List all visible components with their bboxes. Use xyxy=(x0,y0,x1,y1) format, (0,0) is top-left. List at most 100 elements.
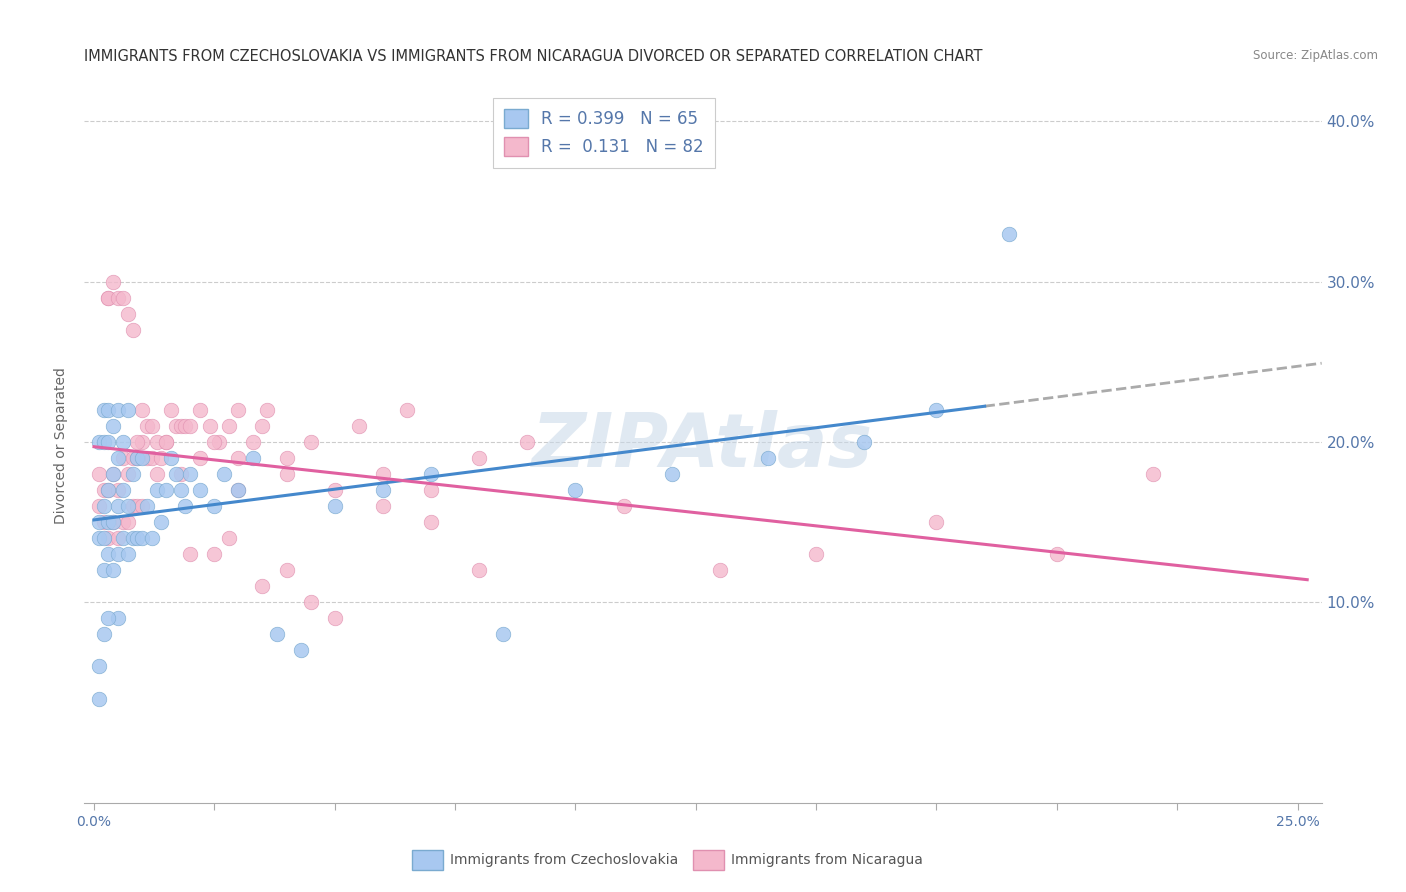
Point xyxy=(141,450,163,465)
Point xyxy=(121,499,143,513)
Point xyxy=(492,627,515,641)
Point xyxy=(290,643,312,657)
Point xyxy=(925,403,948,417)
Point xyxy=(131,531,153,545)
Point xyxy=(131,435,153,450)
Point xyxy=(179,547,201,561)
Point xyxy=(661,467,683,481)
Point xyxy=(107,450,129,465)
Point xyxy=(242,450,264,465)
Point xyxy=(202,547,225,561)
Point xyxy=(174,419,197,434)
Point xyxy=(925,515,948,529)
Point xyxy=(111,515,134,529)
Text: Immigrants from Nicaragua: Immigrants from Nicaragua xyxy=(731,853,922,867)
Point xyxy=(169,419,191,434)
Point xyxy=(266,627,288,641)
Point xyxy=(323,499,346,513)
Y-axis label: Divorced or Separated: Divorced or Separated xyxy=(55,368,69,524)
Point xyxy=(155,435,177,450)
Point xyxy=(165,467,187,481)
Point xyxy=(468,450,491,465)
Point xyxy=(103,467,125,481)
Point xyxy=(136,450,159,465)
Point xyxy=(121,450,143,465)
Point xyxy=(93,483,115,497)
Point xyxy=(256,403,278,417)
Point xyxy=(131,403,153,417)
Point xyxy=(97,531,120,545)
Point xyxy=(997,227,1019,241)
Point xyxy=(169,483,191,497)
Point xyxy=(97,403,120,417)
Point xyxy=(87,467,110,481)
Point xyxy=(97,611,120,625)
Point xyxy=(93,515,115,529)
Point xyxy=(107,547,129,561)
Point xyxy=(179,467,201,481)
Point xyxy=(107,291,129,305)
Point xyxy=(299,595,322,609)
Point xyxy=(136,499,159,513)
Point xyxy=(145,483,167,497)
Point xyxy=(107,499,129,513)
Point xyxy=(188,450,211,465)
Legend: R = 0.399   N = 65, R =  0.131   N = 82: R = 0.399 N = 65, R = 0.131 N = 82 xyxy=(492,97,716,168)
Point xyxy=(121,467,143,481)
Point xyxy=(131,450,153,465)
Point xyxy=(97,515,120,529)
Point xyxy=(347,419,370,434)
Point xyxy=(103,419,125,434)
Point xyxy=(107,403,129,417)
Point xyxy=(87,499,110,513)
Point xyxy=(107,483,129,497)
Point xyxy=(395,403,418,417)
Point xyxy=(218,531,240,545)
Point xyxy=(145,435,167,450)
Point xyxy=(155,483,177,497)
Point xyxy=(121,531,143,545)
Point xyxy=(323,483,346,497)
Point xyxy=(242,435,264,450)
Point xyxy=(103,515,125,529)
Point xyxy=(136,419,159,434)
Point xyxy=(103,275,125,289)
Text: Immigrants from Czechoslovakia: Immigrants from Czechoslovakia xyxy=(450,853,678,867)
Point xyxy=(276,563,298,577)
Text: ZIPAtlas: ZIPAtlas xyxy=(533,409,873,483)
Point xyxy=(111,450,134,465)
Point xyxy=(371,483,394,497)
Point xyxy=(103,515,125,529)
Point xyxy=(93,499,115,513)
Point xyxy=(131,499,153,513)
Point xyxy=(198,419,221,434)
Point xyxy=(97,291,120,305)
Point xyxy=(1142,467,1164,481)
Point xyxy=(141,419,163,434)
Point xyxy=(87,691,110,706)
Point xyxy=(93,627,115,641)
Point xyxy=(516,435,538,450)
Point xyxy=(117,307,139,321)
Point xyxy=(1046,547,1069,561)
Point xyxy=(169,467,191,481)
Point xyxy=(202,435,225,450)
Point xyxy=(276,467,298,481)
Point xyxy=(252,419,274,434)
Point xyxy=(93,531,115,545)
Point xyxy=(709,563,731,577)
Point xyxy=(97,435,120,450)
Point xyxy=(97,483,120,497)
Point xyxy=(97,483,120,497)
Point xyxy=(103,563,125,577)
Point xyxy=(160,450,183,465)
Point xyxy=(299,435,322,450)
Point xyxy=(160,403,183,417)
Point xyxy=(127,450,149,465)
Point xyxy=(165,419,187,434)
Point xyxy=(145,467,167,481)
Point xyxy=(107,611,129,625)
Point xyxy=(87,435,110,450)
Point xyxy=(107,531,129,545)
Point xyxy=(218,419,240,434)
